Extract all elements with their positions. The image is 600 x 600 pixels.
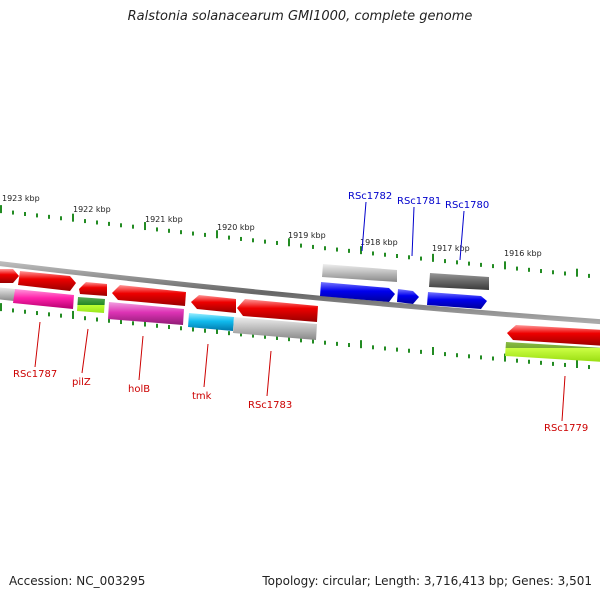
scale-label: 1922 kbp: [73, 205, 111, 214]
gene-label[interactable]: RSc1783: [248, 400, 292, 411]
scale-label: 1920 kbp: [217, 223, 255, 232]
gene-feature[interactable]: [77, 297, 105, 313]
scale-track: [0, 205, 590, 278]
gene-label[interactable]: RSc1787: [13, 369, 57, 380]
gene-feature[interactable]: [237, 299, 318, 322]
reverse-strand-genes: [0, 282, 600, 362]
scale-label: 1916 kbp: [504, 249, 542, 258]
scale-labels: 1923 kbp 1922 kbp 1921 kbp 1920 kbp 1919…: [2, 194, 542, 258]
gene-feature[interactable]: [13, 289, 74, 309]
scale-label: 1921 kbp: [145, 215, 183, 224]
gene-feature[interactable]: [507, 325, 600, 346]
gene-feature[interactable]: [188, 313, 234, 331]
map-title: Ralstonia solanacearum GMI1000, complete…: [127, 9, 473, 24]
gene-feature[interactable]: [320, 282, 395, 302]
gene-feature[interactable]: [191, 295, 236, 313]
gene-label[interactable]: RSc1781: [397, 196, 441, 207]
gene-feature[interactable]: [505, 342, 600, 362]
forward-strand-genes: [0, 264, 489, 291]
gene-feature[interactable]: [112, 285, 186, 306]
gene-feature[interactable]: [0, 269, 19, 283]
lower-leader-lines: [34, 321, 566, 422]
gene-label[interactable]: tmk: [192, 391, 212, 402]
gene-feature[interactable]: [233, 317, 317, 340]
scale-label: 1923 kbp: [2, 194, 40, 203]
gene-feature[interactable]: [79, 282, 107, 296]
gene-feature[interactable]: [0, 287, 15, 301]
upper-leader-lines: [361, 201, 465, 261]
upper-gene-labels: RSc1782 RSc1781 RSc1780: [348, 191, 489, 211]
gene-label[interactable]: RSc1779: [544, 423, 588, 434]
scale-label: 1919 kbp: [288, 231, 326, 240]
gene-feature[interactable]: [397, 289, 419, 304]
gene-label[interactable]: RSc1780: [445, 200, 489, 211]
topology-text: Topology: circular; Length: 3,716,413 bp…: [262, 574, 592, 588]
scale-track-lower: [0, 303, 590, 370]
gene-feature[interactable]: [108, 302, 184, 325]
gene-label[interactable]: RSc1782: [348, 191, 392, 202]
gene-label[interactable]: pilZ: [72, 377, 91, 388]
scale-label: 1917 kbp: [432, 244, 470, 253]
scale-label: 1918 kbp: [360, 238, 398, 247]
gene-feature[interactable]: [322, 264, 397, 282]
gene-label[interactable]: holB: [128, 384, 150, 395]
gene-feature[interactable]: [429, 273, 489, 290]
gene-feature[interactable]: [427, 292, 487, 309]
gene-feature[interactable]: [18, 271, 76, 291]
genome-backbone: [0, 261, 600, 325]
lower-gene-labels: RSc1787 pilZ holB tmk RSc1783 RSc1779: [13, 369, 588, 434]
accession-text: Accession: NC_003295: [9, 574, 146, 588]
